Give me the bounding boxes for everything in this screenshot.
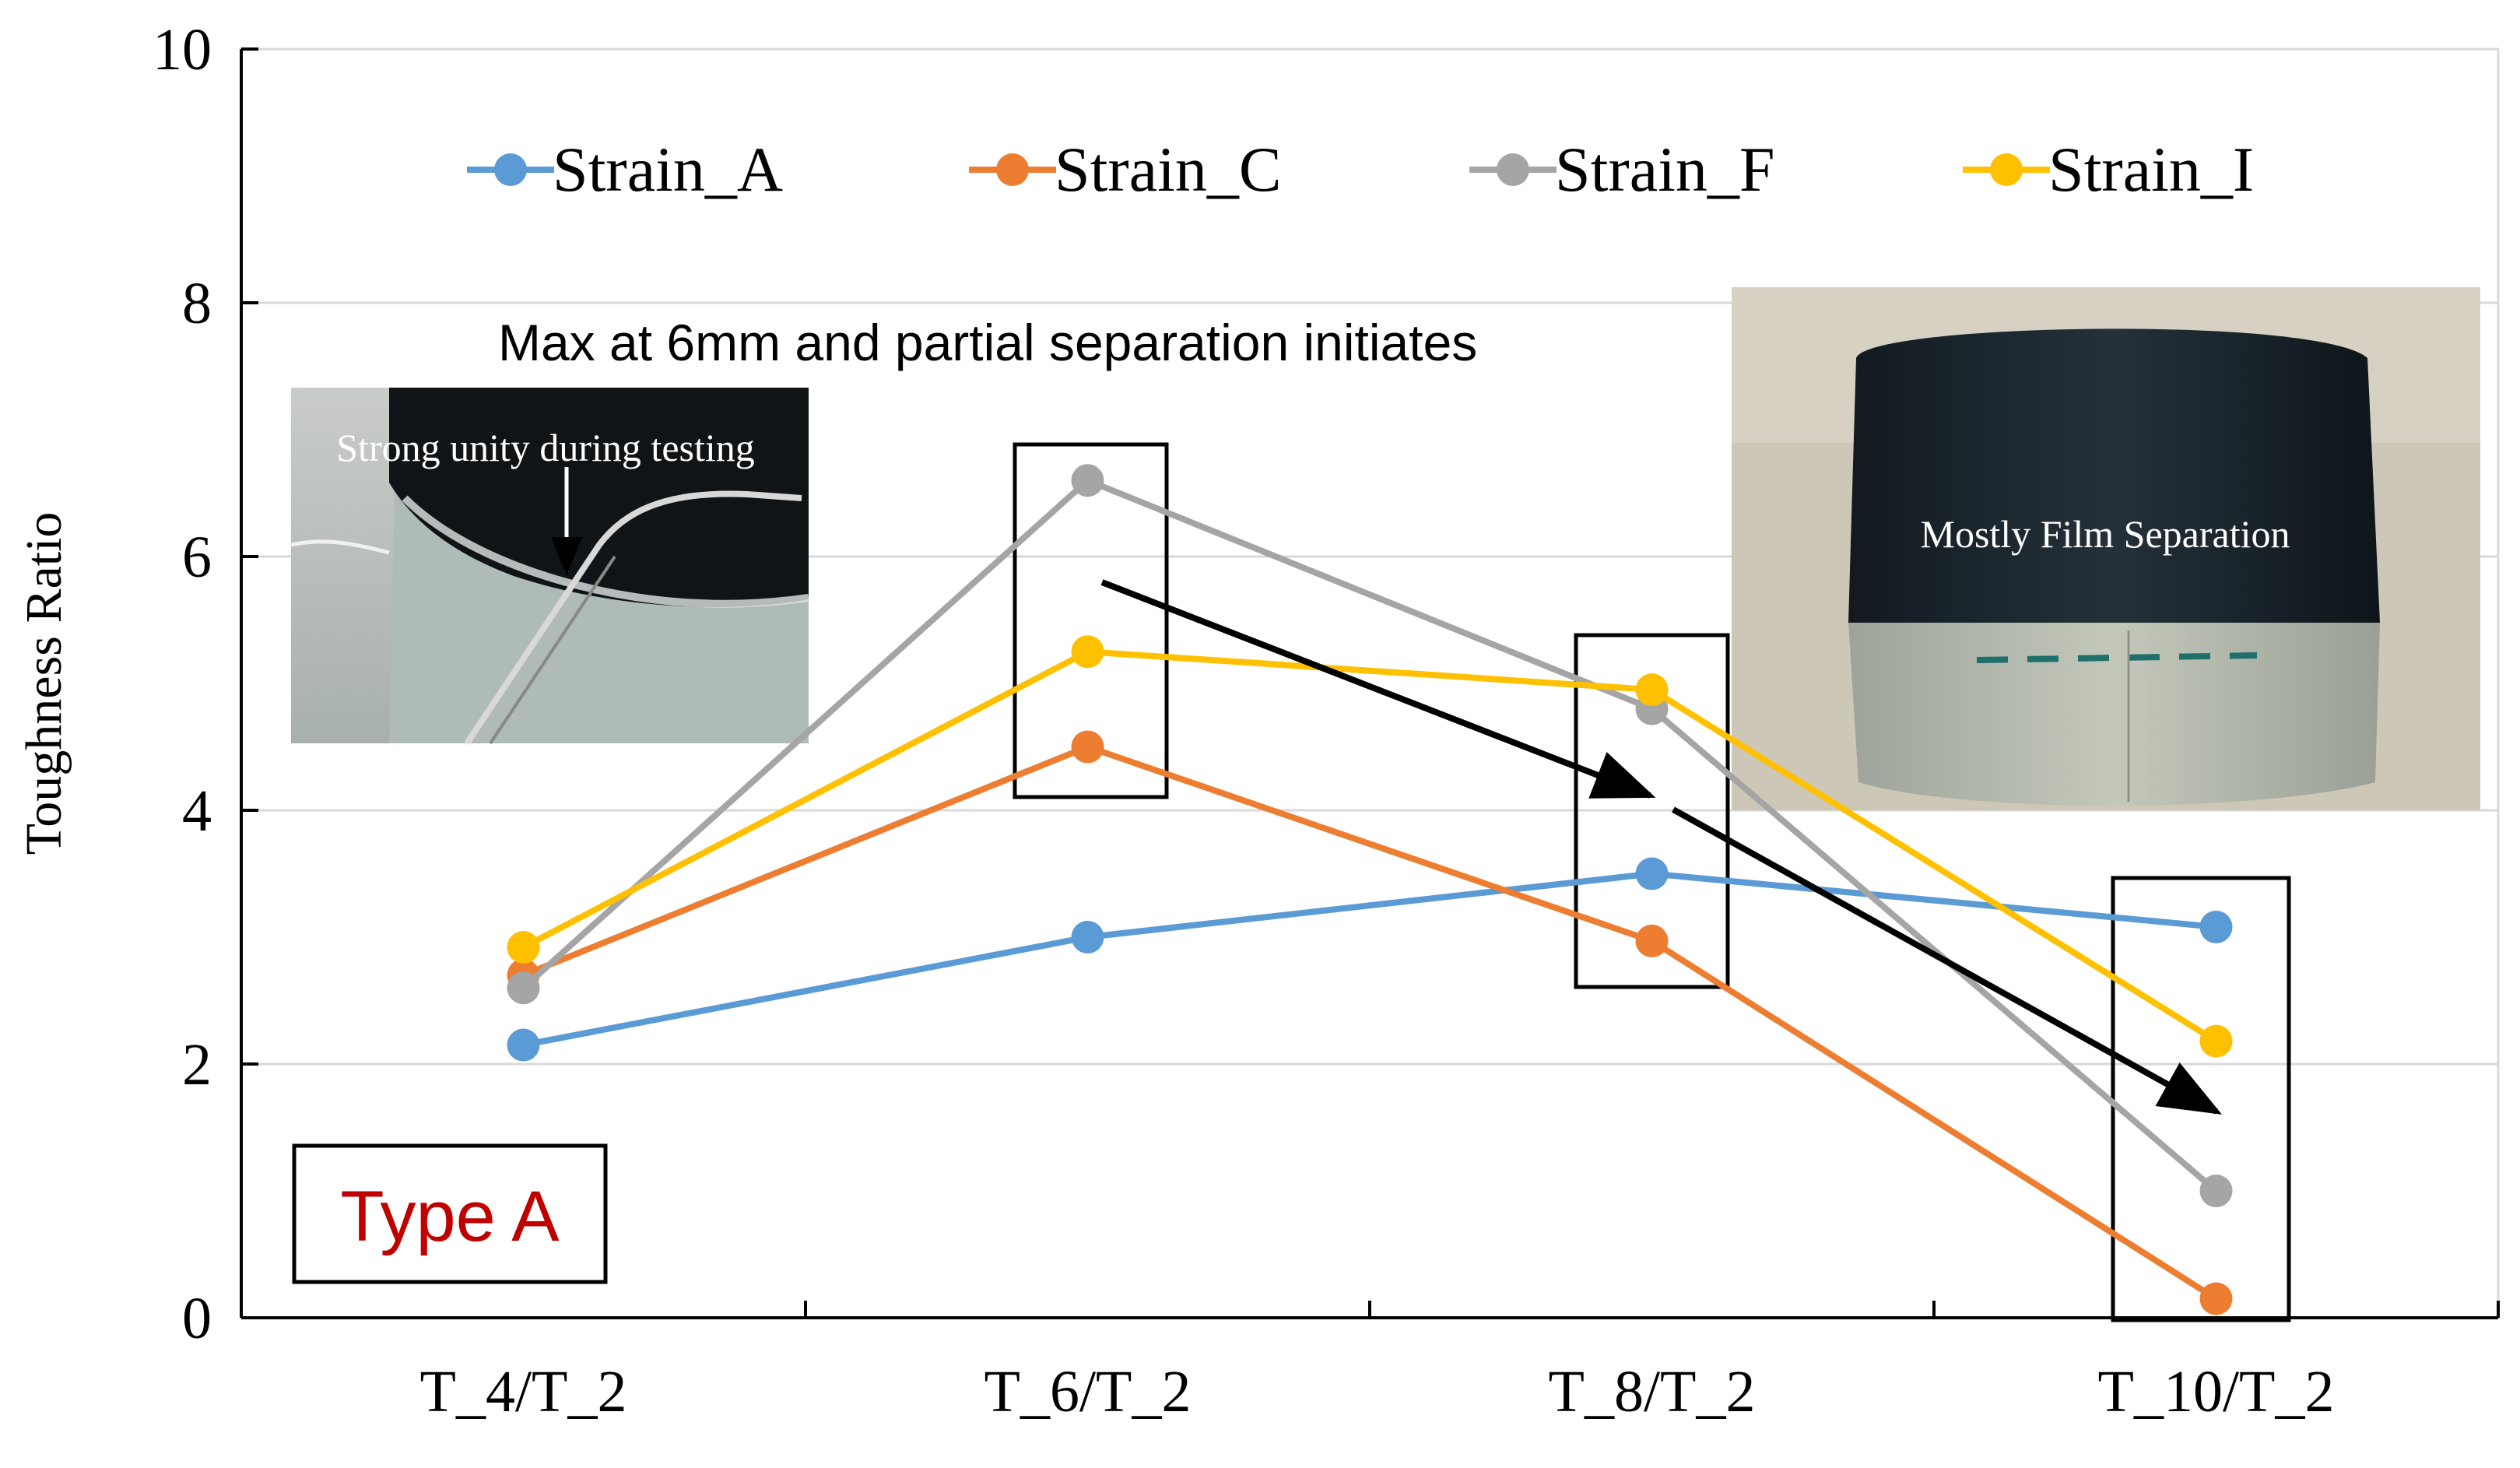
x-tick-label: T_4/T_2: [420, 1359, 627, 1424]
legend-label: Strain_C: [1055, 134, 1282, 205]
y-axis: 0 2 4 6 8 10: [153, 17, 258, 1351]
series-line: [521, 648, 2218, 1045]
data-point: [507, 971, 540, 1005]
series-line: [521, 743, 2218, 1301]
legend-label: Strain_A: [553, 134, 783, 205]
data-point: [2199, 1282, 2233, 1315]
headline-annotation: Max at 6mm and partial separation initia…: [498, 314, 1477, 371]
highlight-box-t8: [1574, 633, 1730, 989]
x-axis: T_4/T_2 T_6/T_2 T_8/T_2 T_10/T_2: [240, 1301, 2500, 1424]
y-axis-title: Toughness Ratio: [16, 512, 72, 855]
legend-marker: [1990, 153, 2023, 186]
y-tick-label: 10: [153, 17, 212, 83]
data-point: [1071, 921, 1104, 953]
y-tick-label: 2: [182, 1032, 212, 1097]
data-point: [1071, 730, 1104, 764]
legend-item: Strain_I: [1963, 134, 2254, 205]
series-layer: [507, 464, 2233, 1315]
legend-marker: [996, 153, 1029, 186]
y-tick-label: 0: [182, 1286, 212, 1351]
data-point: [2199, 1175, 2233, 1207]
data-point: [1635, 673, 1669, 707]
data-point: [1635, 857, 1669, 890]
x-tick-label: T_8/T_2: [1549, 1359, 1756, 1424]
series-line: [522, 870, 2216, 1048]
legend-marker: [1497, 153, 1529, 186]
legend-item: Strain_A: [467, 134, 783, 205]
data-point: [507, 1028, 540, 1062]
y-tick-label: 6: [182, 525, 212, 590]
legend-label: Strain_F: [1555, 134, 1774, 205]
series-line: [521, 477, 2219, 1194]
legend-item: Strain_C: [969, 134, 1282, 205]
legend-item: Strain_F: [1469, 134, 1774, 205]
data-point: [1071, 635, 1104, 669]
data-point: [1071, 464, 1104, 497]
legend: Strain_A Strain_C Strain_F Strain_I: [467, 134, 2254, 205]
highlight-box-t6: [1013, 442, 1169, 799]
series-strain-i: [507, 635, 2233, 1058]
y-tick-label: 8: [182, 271, 212, 336]
series-strain-f: [507, 464, 2233, 1207]
svg-text:Type A: Type A: [340, 1177, 560, 1256]
photo-right-caption: Mostly Film Separation: [1921, 512, 2290, 556]
data-point: [2199, 910, 2233, 943]
x-tick-label: T_6/T_2: [984, 1359, 1192, 1424]
x-tick-label: T_10/T_2: [2098, 1359, 2335, 1424]
legend-label: Strain_I: [2048, 134, 2254, 205]
data-point: [2199, 1024, 2233, 1058]
data-point: [1635, 924, 1669, 957]
data-point: [507, 931, 540, 964]
legend-marker: [494, 153, 527, 186]
series-strain-a: [507, 857, 2233, 1062]
trend-arrow: [1100, 579, 2222, 1115]
y-tick-label: 4: [182, 778, 212, 844]
photo-left-caption: Strong unity during testing: [336, 426, 755, 469]
type-label-box: Type A: [292, 1143, 608, 1284]
photo-inset-left: Strong unity during testing: [290, 388, 809, 746]
photo-inset-right: Mostly Film Separation: [1732, 287, 2480, 810]
